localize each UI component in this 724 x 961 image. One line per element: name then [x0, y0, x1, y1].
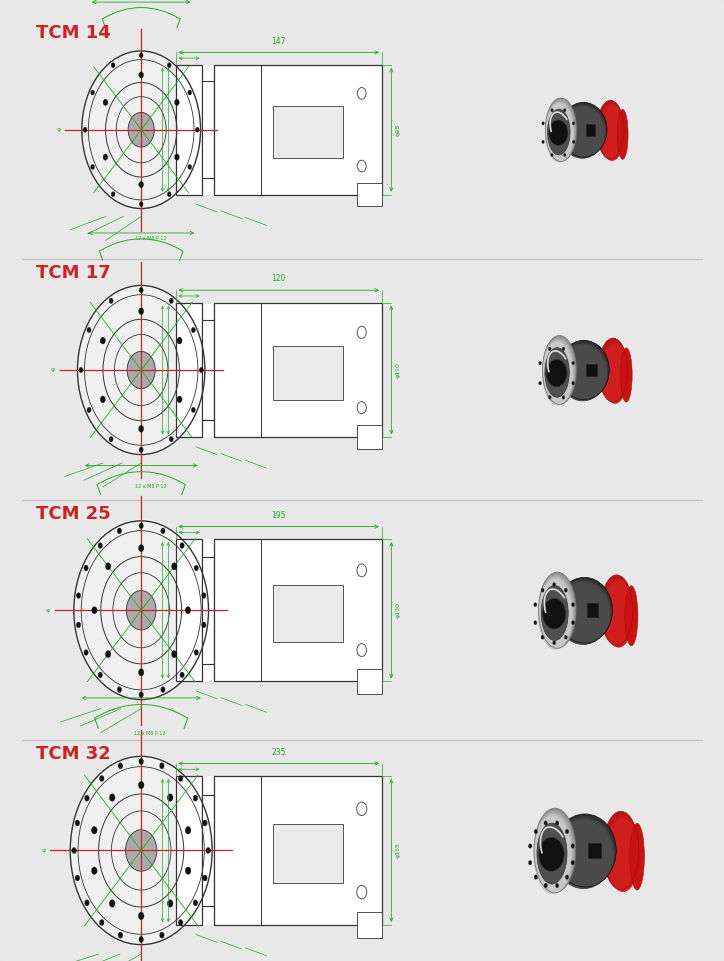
Ellipse shape [539, 578, 573, 650]
Ellipse shape [560, 102, 607, 157]
Bar [176, 776, 203, 924]
Ellipse shape [554, 820, 613, 889]
Ellipse shape [534, 811, 573, 894]
Text: φ155: φ155 [395, 843, 400, 858]
Circle shape [139, 202, 143, 207]
Circle shape [571, 621, 575, 625]
Ellipse shape [542, 337, 576, 405]
Circle shape [98, 543, 102, 549]
Ellipse shape [606, 817, 639, 892]
Bar [357, 183, 382, 207]
Circle shape [180, 672, 184, 678]
Bar [357, 912, 382, 938]
Circle shape [564, 635, 568, 639]
Circle shape [542, 140, 544, 143]
Circle shape [161, 528, 165, 533]
Ellipse shape [560, 106, 605, 159]
Ellipse shape [599, 338, 628, 402]
Circle shape [99, 776, 104, 781]
Circle shape [178, 776, 183, 781]
Circle shape [167, 62, 171, 68]
Bar [214, 539, 382, 681]
Ellipse shape [560, 103, 607, 158]
Circle shape [552, 582, 556, 587]
Ellipse shape [599, 339, 628, 403]
Circle shape [206, 848, 211, 853]
Circle shape [139, 287, 143, 293]
Circle shape [555, 821, 559, 825]
Circle shape [539, 382, 542, 385]
Circle shape [174, 154, 180, 160]
Bar [273, 584, 343, 642]
Circle shape [544, 821, 547, 825]
Circle shape [76, 283, 206, 456]
Circle shape [548, 396, 551, 399]
Circle shape [127, 591, 156, 629]
Circle shape [76, 593, 80, 599]
Circle shape [75, 875, 80, 881]
Ellipse shape [599, 104, 624, 160]
Ellipse shape [630, 824, 644, 890]
Circle shape [357, 564, 366, 577]
Circle shape [91, 867, 97, 875]
Bar [214, 64, 382, 194]
Circle shape [127, 352, 155, 388]
Circle shape [563, 109, 566, 112]
Circle shape [139, 523, 143, 529]
Circle shape [118, 763, 123, 769]
Ellipse shape [603, 811, 639, 890]
Ellipse shape [559, 344, 607, 401]
Circle shape [551, 153, 553, 157]
Ellipse shape [545, 99, 576, 161]
Circle shape [106, 563, 111, 570]
Circle shape [128, 112, 154, 147]
Circle shape [534, 829, 538, 834]
Circle shape [193, 899, 198, 906]
Ellipse shape [545, 103, 573, 162]
Circle shape [109, 436, 113, 442]
Circle shape [571, 603, 575, 606]
Ellipse shape [620, 348, 632, 402]
Circle shape [76, 622, 80, 628]
Circle shape [188, 90, 192, 95]
Circle shape [357, 802, 367, 816]
Circle shape [139, 447, 143, 453]
Ellipse shape [547, 110, 570, 155]
Circle shape [85, 795, 89, 801]
Ellipse shape [554, 818, 615, 888]
Circle shape [139, 936, 143, 943]
Ellipse shape [554, 816, 615, 888]
Ellipse shape [554, 819, 614, 889]
Circle shape [572, 140, 575, 143]
Circle shape [357, 885, 367, 899]
Bar [273, 107, 343, 159]
Ellipse shape [542, 340, 573, 406]
Circle shape [90, 164, 95, 169]
Circle shape [178, 920, 183, 925]
Text: TCM 14: TCM 14 [36, 24, 111, 42]
Circle shape [539, 837, 564, 872]
Circle shape [80, 49, 202, 210]
Circle shape [118, 932, 123, 938]
Ellipse shape [556, 582, 610, 645]
Ellipse shape [605, 815, 639, 891]
Circle shape [177, 396, 182, 403]
Circle shape [90, 90, 95, 95]
Circle shape [544, 883, 547, 888]
Ellipse shape [604, 813, 639, 890]
Circle shape [572, 361, 575, 365]
Ellipse shape [534, 809, 575, 893]
Ellipse shape [534, 814, 572, 894]
Circle shape [541, 588, 544, 592]
Circle shape [539, 361, 542, 365]
Ellipse shape [556, 578, 613, 643]
Circle shape [565, 875, 568, 879]
Circle shape [191, 407, 195, 412]
Bar [214, 776, 382, 924]
Ellipse shape [598, 102, 624, 160]
Circle shape [548, 347, 551, 351]
Circle shape [529, 844, 532, 849]
Ellipse shape [600, 341, 628, 403]
Circle shape [195, 127, 199, 133]
